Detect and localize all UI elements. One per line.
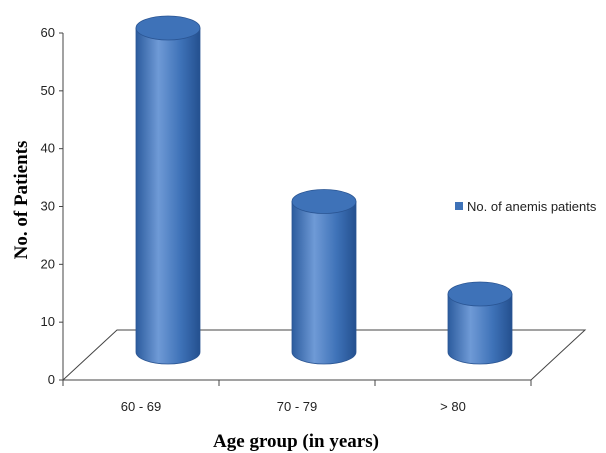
bar-body <box>135 27 201 365</box>
bar-body <box>291 201 357 365</box>
bars <box>135 15 513 365</box>
y-tick-label: 60 <box>41 25 55 40</box>
y-tick-label: 0 <box>48 372 55 387</box>
bar-body <box>447 293 513 365</box>
x-ticks: 60 - 69 70 - 79 > 80 <box>62 379 532 414</box>
legend: No. of anemis patients <box>455 199 597 214</box>
x-axis: 60 - 69 70 - 79 > 80 <box>62 379 532 414</box>
bar <box>291 189 357 365</box>
y-tick-label: 30 <box>41 199 55 214</box>
x-tick-label: > 80 <box>440 399 466 414</box>
legend-label: No. of anemis patients <box>467 199 597 214</box>
y-tick-label: 40 <box>41 141 55 156</box>
y-axis-title: No. of Patients <box>11 141 32 260</box>
bar <box>447 281 513 365</box>
bar-top <box>135 15 201 41</box>
y-axis: 0 10 20 30 40 50 60 <box>41 25 64 387</box>
legend-swatch <box>455 202 463 210</box>
y-tick-label: 10 <box>41 314 55 329</box>
x-tick-label: 60 - 69 <box>121 399 161 414</box>
bar-top <box>291 189 357 214</box>
bar-top <box>447 281 513 307</box>
x-tick-label: 70 - 79 <box>277 399 317 414</box>
y-tick-label: 20 <box>41 256 55 271</box>
y-ticks: 0 10 20 30 40 50 60 <box>41 25 63 387</box>
x-axis-title: Age group (in years) <box>213 431 379 452</box>
bar <box>135 15 201 365</box>
y-tick-label: 50 <box>41 83 55 98</box>
